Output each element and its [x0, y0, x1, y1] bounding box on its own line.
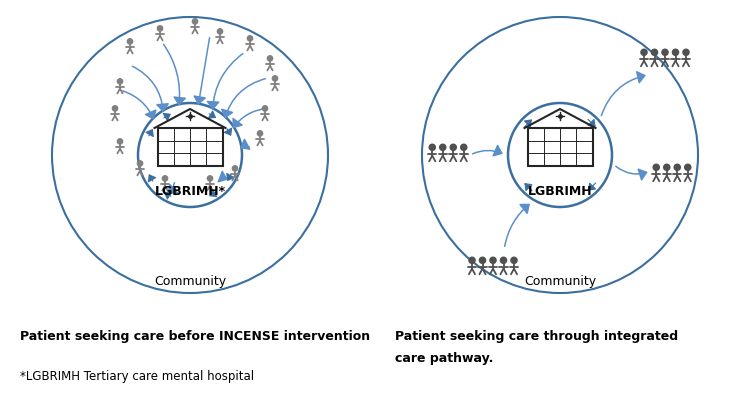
FancyArrowPatch shape — [146, 130, 153, 137]
Circle shape — [262, 106, 268, 111]
Circle shape — [662, 49, 668, 55]
FancyArrowPatch shape — [524, 120, 531, 127]
Circle shape — [207, 176, 213, 181]
Circle shape — [257, 131, 262, 136]
Text: LGBRIMH: LGBRIMH — [528, 185, 592, 198]
Circle shape — [511, 257, 517, 263]
FancyArrowPatch shape — [218, 171, 226, 182]
FancyArrowPatch shape — [589, 183, 596, 190]
FancyArrowPatch shape — [148, 175, 156, 182]
FancyArrowPatch shape — [164, 113, 170, 121]
Circle shape — [429, 144, 435, 151]
FancyArrowPatch shape — [164, 44, 185, 105]
FancyArrowPatch shape — [123, 91, 156, 119]
Circle shape — [641, 49, 647, 55]
FancyArrowPatch shape — [472, 146, 502, 156]
FancyArrowPatch shape — [616, 166, 646, 180]
Circle shape — [158, 26, 163, 31]
Text: Patient seeking care through integrated: Patient seeking care through integrated — [395, 330, 678, 343]
Circle shape — [440, 144, 446, 151]
Circle shape — [232, 166, 238, 171]
Circle shape — [217, 29, 223, 34]
Text: Community: Community — [154, 275, 226, 288]
Circle shape — [653, 164, 659, 171]
Circle shape — [450, 144, 456, 151]
FancyArrowPatch shape — [208, 54, 243, 109]
Circle shape — [162, 176, 168, 181]
Circle shape — [117, 139, 123, 144]
FancyArrowPatch shape — [209, 111, 215, 118]
FancyArrowPatch shape — [588, 119, 595, 126]
Circle shape — [272, 76, 278, 81]
Circle shape — [117, 79, 123, 84]
FancyArrowPatch shape — [226, 173, 234, 180]
Circle shape — [479, 257, 485, 263]
Circle shape — [683, 49, 689, 55]
Circle shape — [460, 144, 466, 151]
Bar — [527, 128, 592, 166]
Text: care pathway.: care pathway. — [395, 352, 494, 365]
FancyArrowPatch shape — [222, 79, 266, 117]
Circle shape — [267, 56, 273, 61]
FancyArrowPatch shape — [194, 38, 209, 104]
FancyArrowPatch shape — [241, 139, 250, 149]
FancyArrowPatch shape — [602, 72, 645, 116]
Text: LGBRIMH*: LGBRIMH* — [154, 185, 226, 198]
Circle shape — [500, 257, 506, 263]
Circle shape — [490, 257, 496, 263]
Text: Patient seeking care before INCENSE intervention: Patient seeking care before INCENSE inte… — [20, 330, 370, 343]
Circle shape — [192, 19, 198, 24]
FancyArrowPatch shape — [169, 183, 177, 193]
Circle shape — [112, 106, 118, 111]
Circle shape — [137, 161, 142, 166]
Circle shape — [469, 257, 475, 263]
Circle shape — [128, 39, 133, 44]
Circle shape — [674, 164, 680, 171]
FancyArrowPatch shape — [133, 66, 168, 111]
Circle shape — [248, 36, 253, 41]
FancyArrowPatch shape — [210, 189, 217, 197]
Circle shape — [664, 164, 670, 171]
FancyArrowPatch shape — [505, 204, 529, 246]
Circle shape — [652, 49, 658, 55]
FancyArrowPatch shape — [233, 108, 267, 128]
Circle shape — [685, 164, 691, 171]
FancyArrowPatch shape — [224, 128, 232, 135]
Text: Community: Community — [524, 275, 596, 288]
Text: *LGBRIMH Tertiary care mental hospital: *LGBRIMH Tertiary care mental hospital — [20, 370, 254, 383]
Bar — [158, 128, 223, 166]
Circle shape — [673, 49, 679, 55]
FancyArrowPatch shape — [525, 184, 532, 191]
FancyArrowPatch shape — [165, 192, 172, 199]
